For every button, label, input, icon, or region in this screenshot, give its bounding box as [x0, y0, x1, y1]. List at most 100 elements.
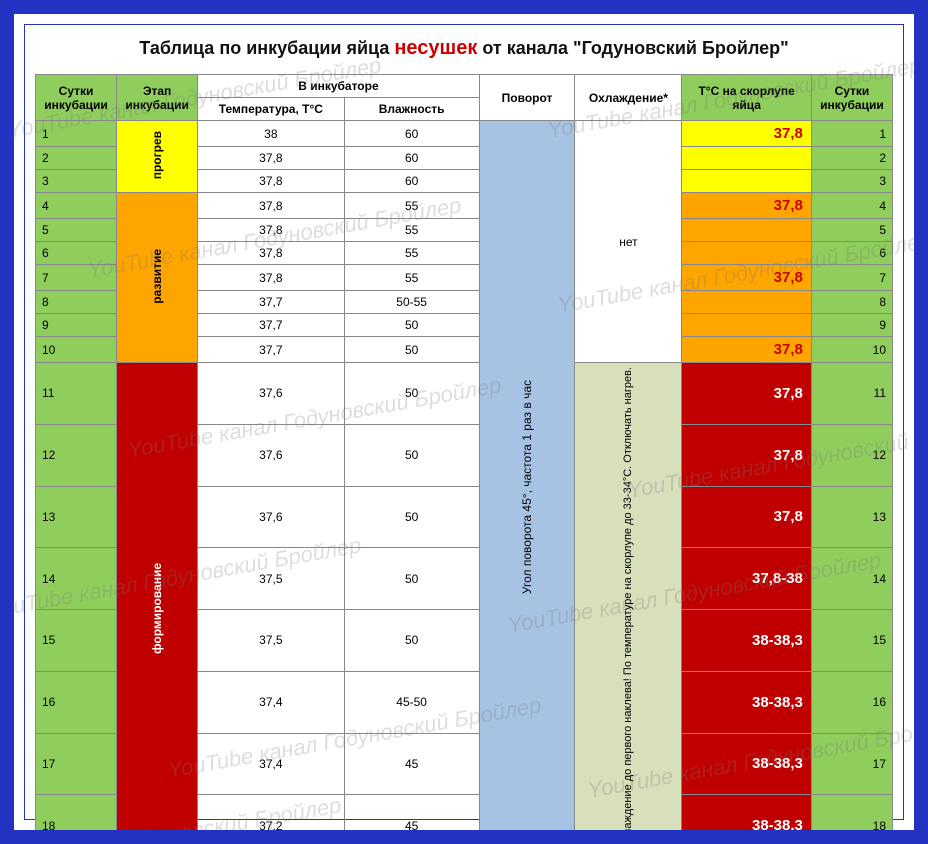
cell-temperature: 38 [198, 121, 344, 147]
title-prefix: Таблица по инкубации яйца [139, 38, 394, 58]
cell-humidity: 45-50 [344, 671, 479, 733]
title-suffix: от канала "Годуновский Бройлер" [477, 38, 788, 58]
cell-day-left: 12 [36, 424, 117, 486]
cell-cooling-text: Охлаждение до первого наклева! По темпер… [575, 363, 682, 844]
cell-day-right: 13 [811, 486, 892, 548]
col-shell-temp: Т°С на скорлупе яйца [682, 75, 812, 121]
cell-day-right: 6 [811, 242, 892, 265]
cell-day-left: 1 [36, 121, 117, 147]
cell-shell-temp: 37,8 [682, 424, 812, 486]
cell-turning: Угол поворота 45°, частота 1 раз в час [479, 121, 575, 844]
cell-temperature: 37,6 [198, 486, 344, 548]
cell-shell-temp: 38-38,3 [682, 610, 812, 672]
cell-day-left: 10 [36, 337, 117, 363]
cell-stage: прогрев [117, 121, 198, 193]
cell-day-right: 5 [811, 219, 892, 242]
cell-temperature: 37,7 [198, 291, 344, 314]
cell-day-left: 5 [36, 219, 117, 242]
cell-shell-temp: 38-38,3 [682, 671, 812, 733]
cell-day-left: 15 [36, 610, 117, 672]
cell-humidity: 55 [344, 265, 479, 291]
cell-humidity: 50 [344, 363, 479, 425]
cell-temperature: 37,8 [198, 242, 344, 265]
cell-humidity: 60 [344, 170, 479, 193]
cell-day-left: 16 [36, 671, 117, 733]
cell-day-left: 13 [36, 486, 117, 548]
cell-humidity: 45 [344, 733, 479, 795]
inner-border: YouTube канал Годуновский БройлерYouTube… [24, 24, 904, 820]
title-red: несушек [394, 37, 477, 59]
cell-humidity: 50-55 [344, 291, 479, 314]
col-stage: Этап инкубации [117, 75, 198, 121]
cell-temperature: 37,8 [198, 147, 344, 170]
cell-shell-temp: 37,8 [682, 265, 812, 291]
cell-shell-temp: 37,8 [682, 337, 812, 363]
cell-shell-temp [682, 291, 812, 314]
cell-day-left: 17 [36, 733, 117, 795]
col-day-right: Сутки инкубации [811, 75, 892, 121]
cell-temperature: 37,6 [198, 363, 344, 425]
cell-shell-temp [682, 242, 812, 265]
cell-day-left: 6 [36, 242, 117, 265]
cell-shell-temp: 38-38,3 [682, 733, 812, 795]
table-row: 4развитие37,85537,84 [36, 193, 893, 219]
page-title: Таблица по инкубации яйца несушек от кан… [35, 37, 893, 60]
cell-temperature: 37,4 [198, 733, 344, 795]
cell-temperature: 37,6 [198, 424, 344, 486]
cell-temperature: 37,5 [198, 610, 344, 672]
cell-day-right: 16 [811, 671, 892, 733]
cell-day-right: 8 [811, 291, 892, 314]
cell-humidity: 50 [344, 548, 479, 610]
cell-day-left: 3 [36, 170, 117, 193]
cell-humidity: 60 [344, 121, 479, 147]
col-cooling: Охлаждение* [575, 75, 682, 121]
cell-humidity: 50 [344, 337, 479, 363]
cell-temperature: 37,8 [198, 265, 344, 291]
cell-stage: формирование [117, 363, 198, 844]
cell-day-right: 1 [811, 121, 892, 147]
cell-humidity: 50 [344, 424, 479, 486]
cell-temperature: 37,8 [198, 170, 344, 193]
cell-day-right: 10 [811, 337, 892, 363]
cell-day-right: 12 [811, 424, 892, 486]
cell-shell-temp [682, 147, 812, 170]
cell-day-right: 2 [811, 147, 892, 170]
cell-shell-temp: 37,8 [682, 363, 812, 425]
cell-humidity: 55 [344, 219, 479, 242]
cell-humidity: 55 [344, 193, 479, 219]
cell-day-left: 18 [36, 795, 117, 844]
cell-temperature: 37,4 [198, 671, 344, 733]
cell-day-left: 4 [36, 193, 117, 219]
outer-frame: YouTube канал Годуновский БройлерYouTube… [0, 0, 928, 844]
cell-humidity: 45 [344, 795, 479, 844]
cell-day-right: 7 [811, 265, 892, 291]
cell-temperature: 37,5 [198, 548, 344, 610]
col-day-left: Сутки инкубации [36, 75, 117, 121]
cell-temperature: 37,8 [198, 193, 344, 219]
col-temperature: Температура, Т°С [198, 98, 344, 121]
cell-temperature: 37,7 [198, 337, 344, 363]
cell-humidity: 60 [344, 147, 479, 170]
cell-day-left: 7 [36, 265, 117, 291]
cell-shell-temp: 37,8 [682, 193, 812, 219]
cell-humidity: 55 [344, 242, 479, 265]
cell-shell-temp [682, 170, 812, 193]
cell-shell-temp: 37,8 [682, 486, 812, 548]
cell-humidity: 50 [344, 610, 479, 672]
cell-cooling-none-1: нет [575, 121, 682, 363]
cell-shell-temp [682, 314, 812, 337]
cell-day-left: 11 [36, 363, 117, 425]
col-humidity: Влажность [344, 98, 479, 121]
cell-day-right: 4 [811, 193, 892, 219]
cell-shell-temp: 37,8-38 [682, 548, 812, 610]
cell-day-right: 9 [811, 314, 892, 337]
cell-day-right: 18 [811, 795, 892, 844]
cell-shell-temp: 37,8 [682, 121, 812, 147]
cell-temperature: 37,8 [198, 219, 344, 242]
cell-day-left: 9 [36, 314, 117, 337]
cell-humidity: 50 [344, 314, 479, 337]
cell-shell-temp [682, 219, 812, 242]
cell-day-right: 11 [811, 363, 892, 425]
col-turning: Поворот [479, 75, 575, 121]
cell-day-right: 3 [811, 170, 892, 193]
